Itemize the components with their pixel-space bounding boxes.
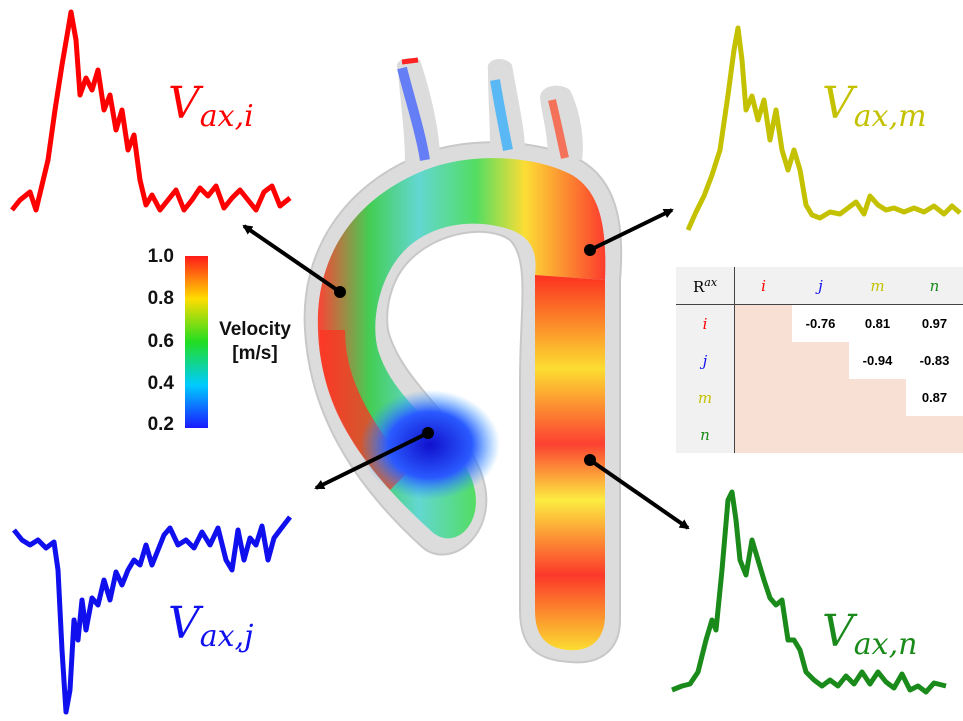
- table-row: n: [676, 416, 963, 453]
- branch-flow-right: [548, 99, 569, 159]
- branch-flow-middle: [490, 79, 513, 151]
- branch-flow-left: [397, 66, 430, 161]
- column-header-i: i: [734, 267, 792, 305]
- label-vax-j: Vax,j: [168, 602, 253, 652]
- waveform-m: [685, 25, 962, 232]
- arrow-n: [588, 458, 690, 530]
- colorbar-title-line1: Velocity: [219, 319, 291, 340]
- arrow-m: [589, 208, 674, 252]
- label-i-base: V: [168, 78, 200, 129]
- label-vax-n: Vax,n: [822, 610, 917, 660]
- label-n-sub: ax,n: [853, 627, 918, 662]
- corner-superscript: ax: [704, 275, 718, 289]
- waveform-i: [10, 9, 292, 213]
- table-cell: [792, 416, 849, 453]
- row-header-i: i: [676, 304, 735, 342]
- probe-point-m: [584, 244, 596, 256]
- branch-flow-top: [401, 57, 419, 65]
- colorbar-title: Velocity [m/s]: [200, 318, 310, 366]
- probe-point-n: [584, 454, 596, 466]
- row-header-j: j: [676, 342, 735, 379]
- colorbar-tick-5: 0.2: [147, 414, 174, 435]
- descending-flow: [535, 275, 605, 651]
- table-cell: 0.87: [906, 379, 963, 416]
- colorbar-tick-1: 1.0: [147, 246, 174, 267]
- table-header-row: Rax i j m n: [676, 267, 963, 305]
- table-corner: Rax: [676, 267, 735, 305]
- table-cell: [849, 379, 906, 416]
- table-cell: [849, 416, 906, 453]
- column-header-j: j: [792, 267, 849, 305]
- table-cell: -0.83: [906, 342, 963, 379]
- label-n-base: V: [822, 606, 854, 657]
- label-vax-i: Vax,i: [168, 82, 254, 132]
- colorbar-tick-4: 0.4: [147, 373, 174, 394]
- table-cell: [734, 342, 792, 379]
- column-header-n: n: [906, 267, 963, 305]
- table-row: m 0.87: [676, 379, 963, 416]
- corner-symbol: R: [692, 277, 705, 296]
- table-cell: -0.94: [849, 342, 906, 379]
- waveform-j: [12, 515, 292, 715]
- label-j-sub: ax,j: [199, 619, 254, 654]
- table-cell: -0.76: [792, 304, 849, 342]
- label-m-sub: ax,m: [853, 99, 927, 134]
- vortex-region: [360, 390, 500, 500]
- colorbar-tick-2: 0.8: [147, 288, 174, 309]
- colorbar-tick-3: 0.6: [147, 331, 174, 352]
- table-cell: [734, 416, 792, 453]
- column-header-m: m: [849, 267, 906, 305]
- table-cell: [906, 416, 963, 453]
- arrow-j: [314, 431, 429, 490]
- correlation-table: Rax i j m n i -0.76 0.81 0.97 j -0.94 -0…: [676, 267, 963, 453]
- label-m-base: V: [822, 78, 854, 129]
- table-cell: [734, 304, 792, 342]
- aorta-vessel: [303, 57, 623, 664]
- probe-point-j: [422, 427, 434, 439]
- arrow-i: [242, 224, 342, 294]
- colorbar: [185, 256, 208, 428]
- waveform-n: [671, 489, 947, 695]
- table-cell: 0.97: [906, 304, 963, 342]
- table-cell: [792, 342, 849, 379]
- probe-arrows: [242, 208, 690, 530]
- table-cell: 0.81: [849, 304, 906, 342]
- label-j-base: V: [168, 598, 200, 649]
- row-header-n: n: [676, 416, 735, 453]
- colorbar-title-line2: [m/s]: [232, 342, 278, 364]
- label-i-sub: ax,i: [199, 99, 254, 134]
- table-row: i -0.76 0.81 0.97: [676, 304, 963, 342]
- probe-point-i: [334, 286, 346, 298]
- table-row: j -0.94 -0.83: [676, 342, 963, 379]
- row-header-m: m: [676, 379, 735, 416]
- table-cell: [792, 379, 849, 416]
- label-vax-m: Vax,m: [822, 82, 927, 132]
- table-cell: [734, 379, 792, 416]
